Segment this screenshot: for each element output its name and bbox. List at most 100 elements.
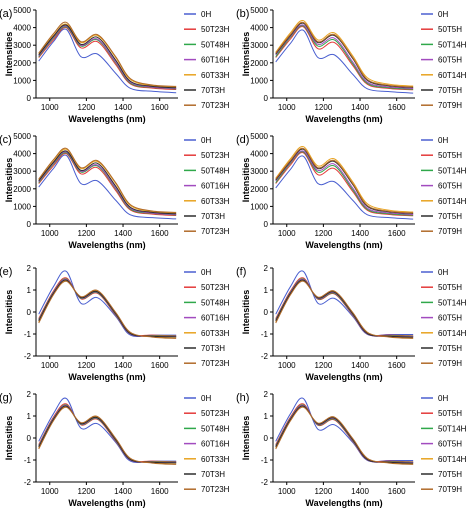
- y-tick-label: 1000: [13, 202, 31, 211]
- series-line-70T3H: [38, 405, 177, 464]
- y-axis-title: Intensities: [4, 290, 14, 335]
- legend-label: 60T33H: [201, 71, 230, 80]
- y-tick-label: 0: [27, 220, 32, 229]
- legend-label: 70T5H: [438, 212, 462, 221]
- x-axis-title: Wavelengths (nm): [68, 498, 145, 508]
- legend-label: 50T5H: [438, 151, 462, 160]
- legend-label: 60T33H: [201, 455, 230, 464]
- legend-label: 0H: [438, 268, 448, 277]
- legend-label: 50T5H: [438, 409, 462, 418]
- y-tick-label: 3000: [250, 41, 268, 50]
- series-line-60T5H: [275, 404, 414, 464]
- y-tick-label: 2000: [250, 185, 268, 194]
- panel-h: (h) -2 -1 0 1 2 1000 1200 1400 1600 Wavelengths (n…: [236, 390, 467, 508]
- y-tick-label: 1: [264, 412, 269, 421]
- x-axis-title: Wavelengths (nm): [68, 372, 145, 382]
- y-tick-label: 0: [264, 220, 269, 229]
- y-tick-label: 1: [27, 286, 32, 295]
- x-axis-title: Wavelengths (nm): [305, 240, 382, 250]
- panel-label: (b): [236, 8, 249, 20]
- y-tick-label: 3000: [13, 167, 31, 176]
- series-line-70T5H: [275, 148, 414, 214]
- series-lines: [38, 397, 177, 465]
- legend-label: 70T5H: [438, 344, 462, 353]
- legend-label: 50T23H: [201, 25, 230, 34]
- legend-label: 60T14H: [438, 71, 467, 80]
- legend-label: 70T9H: [438, 485, 462, 494]
- series-lines: [38, 21, 177, 94]
- legend: 0H 50T23H 50T48H 60T16H 60T33H 70T3H 70T23H: [184, 136, 230, 236]
- y-tick-label: 0: [264, 94, 269, 103]
- legend-label: 70T3H: [201, 344, 225, 353]
- x-tick-label: 1200: [77, 229, 95, 238]
- x-tick-label: 1400: [114, 361, 132, 370]
- x-axis-title: Wavelengths (nm): [305, 498, 382, 508]
- x-tick-label: 1400: [351, 487, 369, 496]
- series-lines: [275, 397, 414, 465]
- x-tick-label: 1600: [388, 487, 406, 496]
- x-tick-label: 1400: [351, 361, 369, 370]
- legend-label: 50T14H: [438, 40, 467, 49]
- x-tick-label: 1200: [77, 361, 95, 370]
- series-lines: [275, 20, 414, 94]
- legend-label: 0H: [201, 394, 211, 403]
- legend: 0H 50T5H 50T14H 60T5H 60T14H 70T5H 70T9H: [421, 136, 467, 236]
- series-line-0H: [38, 28, 177, 94]
- x-tick-label: 1000: [41, 229, 59, 238]
- x-tick-label: 1400: [351, 229, 369, 238]
- y-tick-label: 0: [264, 434, 269, 443]
- series-line-70T5H: [275, 22, 414, 88]
- legend-label: 70T23H: [201, 101, 230, 110]
- series-line-70T9H: [275, 280, 414, 339]
- y-tick-label: 1: [264, 286, 269, 295]
- legend-label: 70T23H: [201, 359, 230, 368]
- series-lines: [38, 270, 177, 339]
- y-tick-label: 2000: [13, 59, 31, 68]
- y-tick-label: 2: [264, 264, 269, 273]
- y-tick-label: 4000: [250, 24, 268, 33]
- series-line-50T48H: [38, 152, 177, 216]
- series-line-50T23H: [38, 403, 177, 463]
- legend-label: 70T5H: [438, 470, 462, 479]
- x-tick-label: 1600: [388, 229, 406, 238]
- legend-label: 70T23H: [201, 227, 230, 236]
- series-line-60T5H: [275, 150, 414, 215]
- legend-label: 70T5H: [438, 86, 462, 95]
- panel-label: (d): [236, 134, 249, 146]
- y-tick-label: -2: [24, 478, 32, 487]
- legend-label: 0H: [438, 10, 448, 19]
- legend: 0H 50T5H 50T14H 60T5H 60T14H 70T5H 70T9H: [421, 10, 467, 110]
- panel-a: (a) 0 1000 2000 3000 4000 5000 1000 1200 1400 1600…: [0, 6, 230, 124]
- y-tick-label: 5000: [13, 132, 31, 141]
- series-line-70T23H: [38, 406, 177, 465]
- legend-label: 70T3H: [201, 86, 225, 95]
- x-axis-title: Wavelengths (nm): [305, 114, 382, 124]
- series-line-70T3H: [38, 150, 177, 215]
- series-line-60T5H: [275, 278, 414, 338]
- series-line-0H: [275, 29, 414, 94]
- panel-b: (b) 0 1000 2000 3000 4000 5000 1000 1200 1400 1600…: [236, 6, 467, 124]
- series-line-60T16H: [38, 151, 177, 215]
- legend: 0H 50T23H 50T48H 60T16H 60T33H 70T3H 70T23H: [184, 268, 230, 368]
- y-tick-label: -2: [261, 352, 269, 361]
- x-tick-label: 1000: [278, 361, 296, 370]
- panel-g: (g) -2 -1 0 1 2 1000 1200 1400 1600 Wavelengths (n…: [0, 390, 230, 508]
- y-tick-label: 2000: [250, 59, 268, 68]
- legend-label: 0H: [438, 394, 448, 403]
- y-tick-label: 0: [27, 434, 32, 443]
- series-line-70T23H: [38, 147, 177, 213]
- y-tick-label: 0: [27, 94, 32, 103]
- legend-label: 50T14H: [438, 424, 467, 433]
- series-line-50T23H: [38, 277, 177, 337]
- y-tick-label: 0: [27, 308, 32, 317]
- series-line-60T16H: [38, 278, 177, 338]
- legend-label: 50T48H: [201, 40, 230, 49]
- series-line-70T23H: [38, 280, 177, 339]
- series-line-70T23H: [38, 21, 177, 87]
- legend-label: 70T9H: [438, 359, 462, 368]
- x-tick-label: 1600: [151, 103, 169, 112]
- x-tick-label: 1000: [41, 487, 59, 496]
- y-tick-label: 5000: [250, 6, 268, 15]
- series-line-50T5H: [275, 26, 414, 91]
